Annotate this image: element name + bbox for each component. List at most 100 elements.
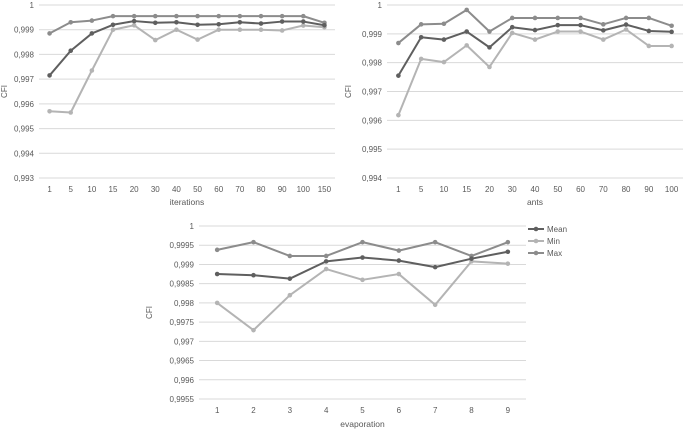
ants-series-max-point	[555, 15, 561, 21]
iterations-y-tick-label: 0,995	[14, 125, 35, 134]
ants-y-tick-label: 0,997	[362, 88, 383, 97]
iterations-series-mean-point	[131, 18, 137, 24]
iterations-series-mean-point	[47, 73, 52, 78]
evaporation-series-max-point	[505, 239, 511, 245]
legend-mean-swatch-marker	[533, 226, 539, 232]
evaporation-series-mean-point	[323, 259, 329, 264]
evaporation-x-tick-label: 2	[251, 406, 256, 415]
legend-mean-label: Mean	[547, 225, 567, 234]
ants-x-tick-label: 50	[553, 185, 562, 194]
ants-series-min-point	[464, 43, 469, 48]
iterations-series-min-point	[258, 27, 264, 33]
ants-series-max-point	[669, 23, 674, 29]
ants-series-max-point	[646, 15, 652, 21]
ants-x-axis-title: ants	[527, 197, 543, 207]
ants-series-mean-point	[601, 28, 606, 33]
evaporation-x-tick-label: 8	[469, 406, 474, 415]
evaporation-y-axis-title: CFI	[145, 306, 154, 319]
iterations-x-tick-label: 15	[109, 185, 118, 194]
ants-series-min-point	[623, 27, 629, 32]
evaporation-series-mean-point	[432, 264, 438, 270]
evaporation-y-tick-label: 0,998	[174, 299, 195, 308]
iterations-series-mean-point	[174, 20, 179, 25]
iterations-series-max-point	[131, 13, 137, 19]
iterations-y-tick-label: 0,993	[14, 174, 35, 183]
evaporation-y-tick-label: 0,996	[174, 376, 195, 385]
ants-series-max-point	[532, 15, 538, 21]
evaporation-y-tick-label: 1	[190, 222, 195, 231]
iterations-x-tick-label: 10	[87, 185, 96, 194]
iterations-series-mean-point	[279, 19, 285, 24]
ants-series-mean-point	[578, 22, 583, 28]
evaporation-y-tick-label: 0,9975	[170, 318, 195, 327]
iterations-series-min-point	[300, 23, 306, 28]
ants-series-max-point	[464, 7, 469, 13]
ants-x-tick-label: 20	[485, 185, 494, 194]
ants-y-tick-label: 0,999	[362, 30, 383, 39]
evaporation-x-axis-title: evaporation	[340, 419, 385, 429]
ants-series-min-point	[578, 29, 583, 34]
evaporation-y-tick-label: 0,9965	[170, 357, 195, 366]
iterations-x-tick-label: 60	[214, 185, 223, 194]
ants-series-min-point	[441, 59, 447, 65]
ants-series-mean-point	[464, 29, 469, 34]
iterations-y-tick-label: 0,998	[14, 50, 35, 59]
evaporation-series-mean-point	[214, 271, 220, 277]
evaporation-series-max-point	[251, 239, 256, 245]
iterations-x-tick-label: 30	[151, 185, 160, 194]
ants-series-min-point	[646, 43, 652, 49]
iterations-x-tick-label: 20	[130, 185, 139, 194]
iterations-series-mean-point	[300, 19, 306, 24]
legend-max-swatch-marker	[533, 250, 539, 256]
ants-series-mean-point	[532, 27, 538, 33]
evaporation-series-min-point	[323, 266, 329, 272]
evaporation-series-min-point	[505, 261, 511, 266]
ants-series-max-point	[487, 29, 492, 34]
evaporation-x-tick-label: 3	[288, 406, 293, 415]
evaporation-legend: Mean Min Max	[528, 225, 567, 258]
iterations-x-tick-label: 70	[235, 185, 244, 194]
ants-x-tick-label: 30	[508, 185, 517, 194]
iterations-series-min-point	[237, 27, 243, 33]
ants-series-mean-point	[669, 29, 674, 35]
iterations-y-tick-label: 0,994	[14, 149, 35, 158]
iterations-y-tick-label: 0,996	[14, 100, 35, 109]
ants-y-tick-label: 0,995	[362, 145, 383, 154]
iterations-series-min-point	[216, 27, 222, 33]
iterations-series-max-line	[49, 15, 325, 35]
iterations-series-min-point	[131, 22, 137, 28]
evaporation-series-mean-point	[287, 276, 293, 281]
evaporation-x-tick-label: 6	[397, 406, 402, 415]
ants-x-tick-label: 80	[622, 185, 631, 194]
ants-series-max-point	[418, 22, 424, 27]
evaporation-series-min-point	[360, 277, 365, 283]
evaporation-series-mean-point	[251, 272, 256, 278]
evaporation-series-mean-point	[360, 255, 365, 260]
iterations-series-min-point	[68, 110, 74, 115]
ants-series-min-point	[487, 64, 492, 70]
legend-max-label: Max	[547, 249, 562, 258]
iterations-series-mean-point	[322, 22, 327, 28]
ants-series-min-point	[396, 112, 401, 118]
evaporation-x-tick-label: 5	[360, 406, 365, 415]
iterations-series-min-point	[195, 37, 200, 42]
evaporation-chart: 0,9955 0,996 0,9965 0,997 0,9975 0,998 0,9985 0…	[145, 222, 567, 429]
iterations-series-min-point	[152, 37, 158, 43]
iterations-series-min-line	[49, 24, 325, 114]
ants-series-max-point	[623, 15, 629, 21]
evaporation-series-mean-point	[396, 258, 402, 263]
iterations-x-tick-label: 1	[47, 185, 52, 194]
iterations-series-mean-point	[89, 31, 95, 36]
ants-y-tick-label: 0,994	[362, 174, 383, 183]
iterations-series-max-point	[152, 13, 158, 19]
iterations-series-min-point	[47, 108, 52, 114]
ants-series-max-point	[396, 40, 401, 46]
iterations-y-tick-label: 1	[30, 1, 35, 10]
ants-series-min-point	[669, 43, 674, 49]
ants-series-mean-point	[555, 22, 561, 28]
ants-series-min-point	[418, 56, 424, 62]
iterations-series-mean-point	[195, 22, 200, 28]
ants-series-min-point	[509, 30, 515, 36]
